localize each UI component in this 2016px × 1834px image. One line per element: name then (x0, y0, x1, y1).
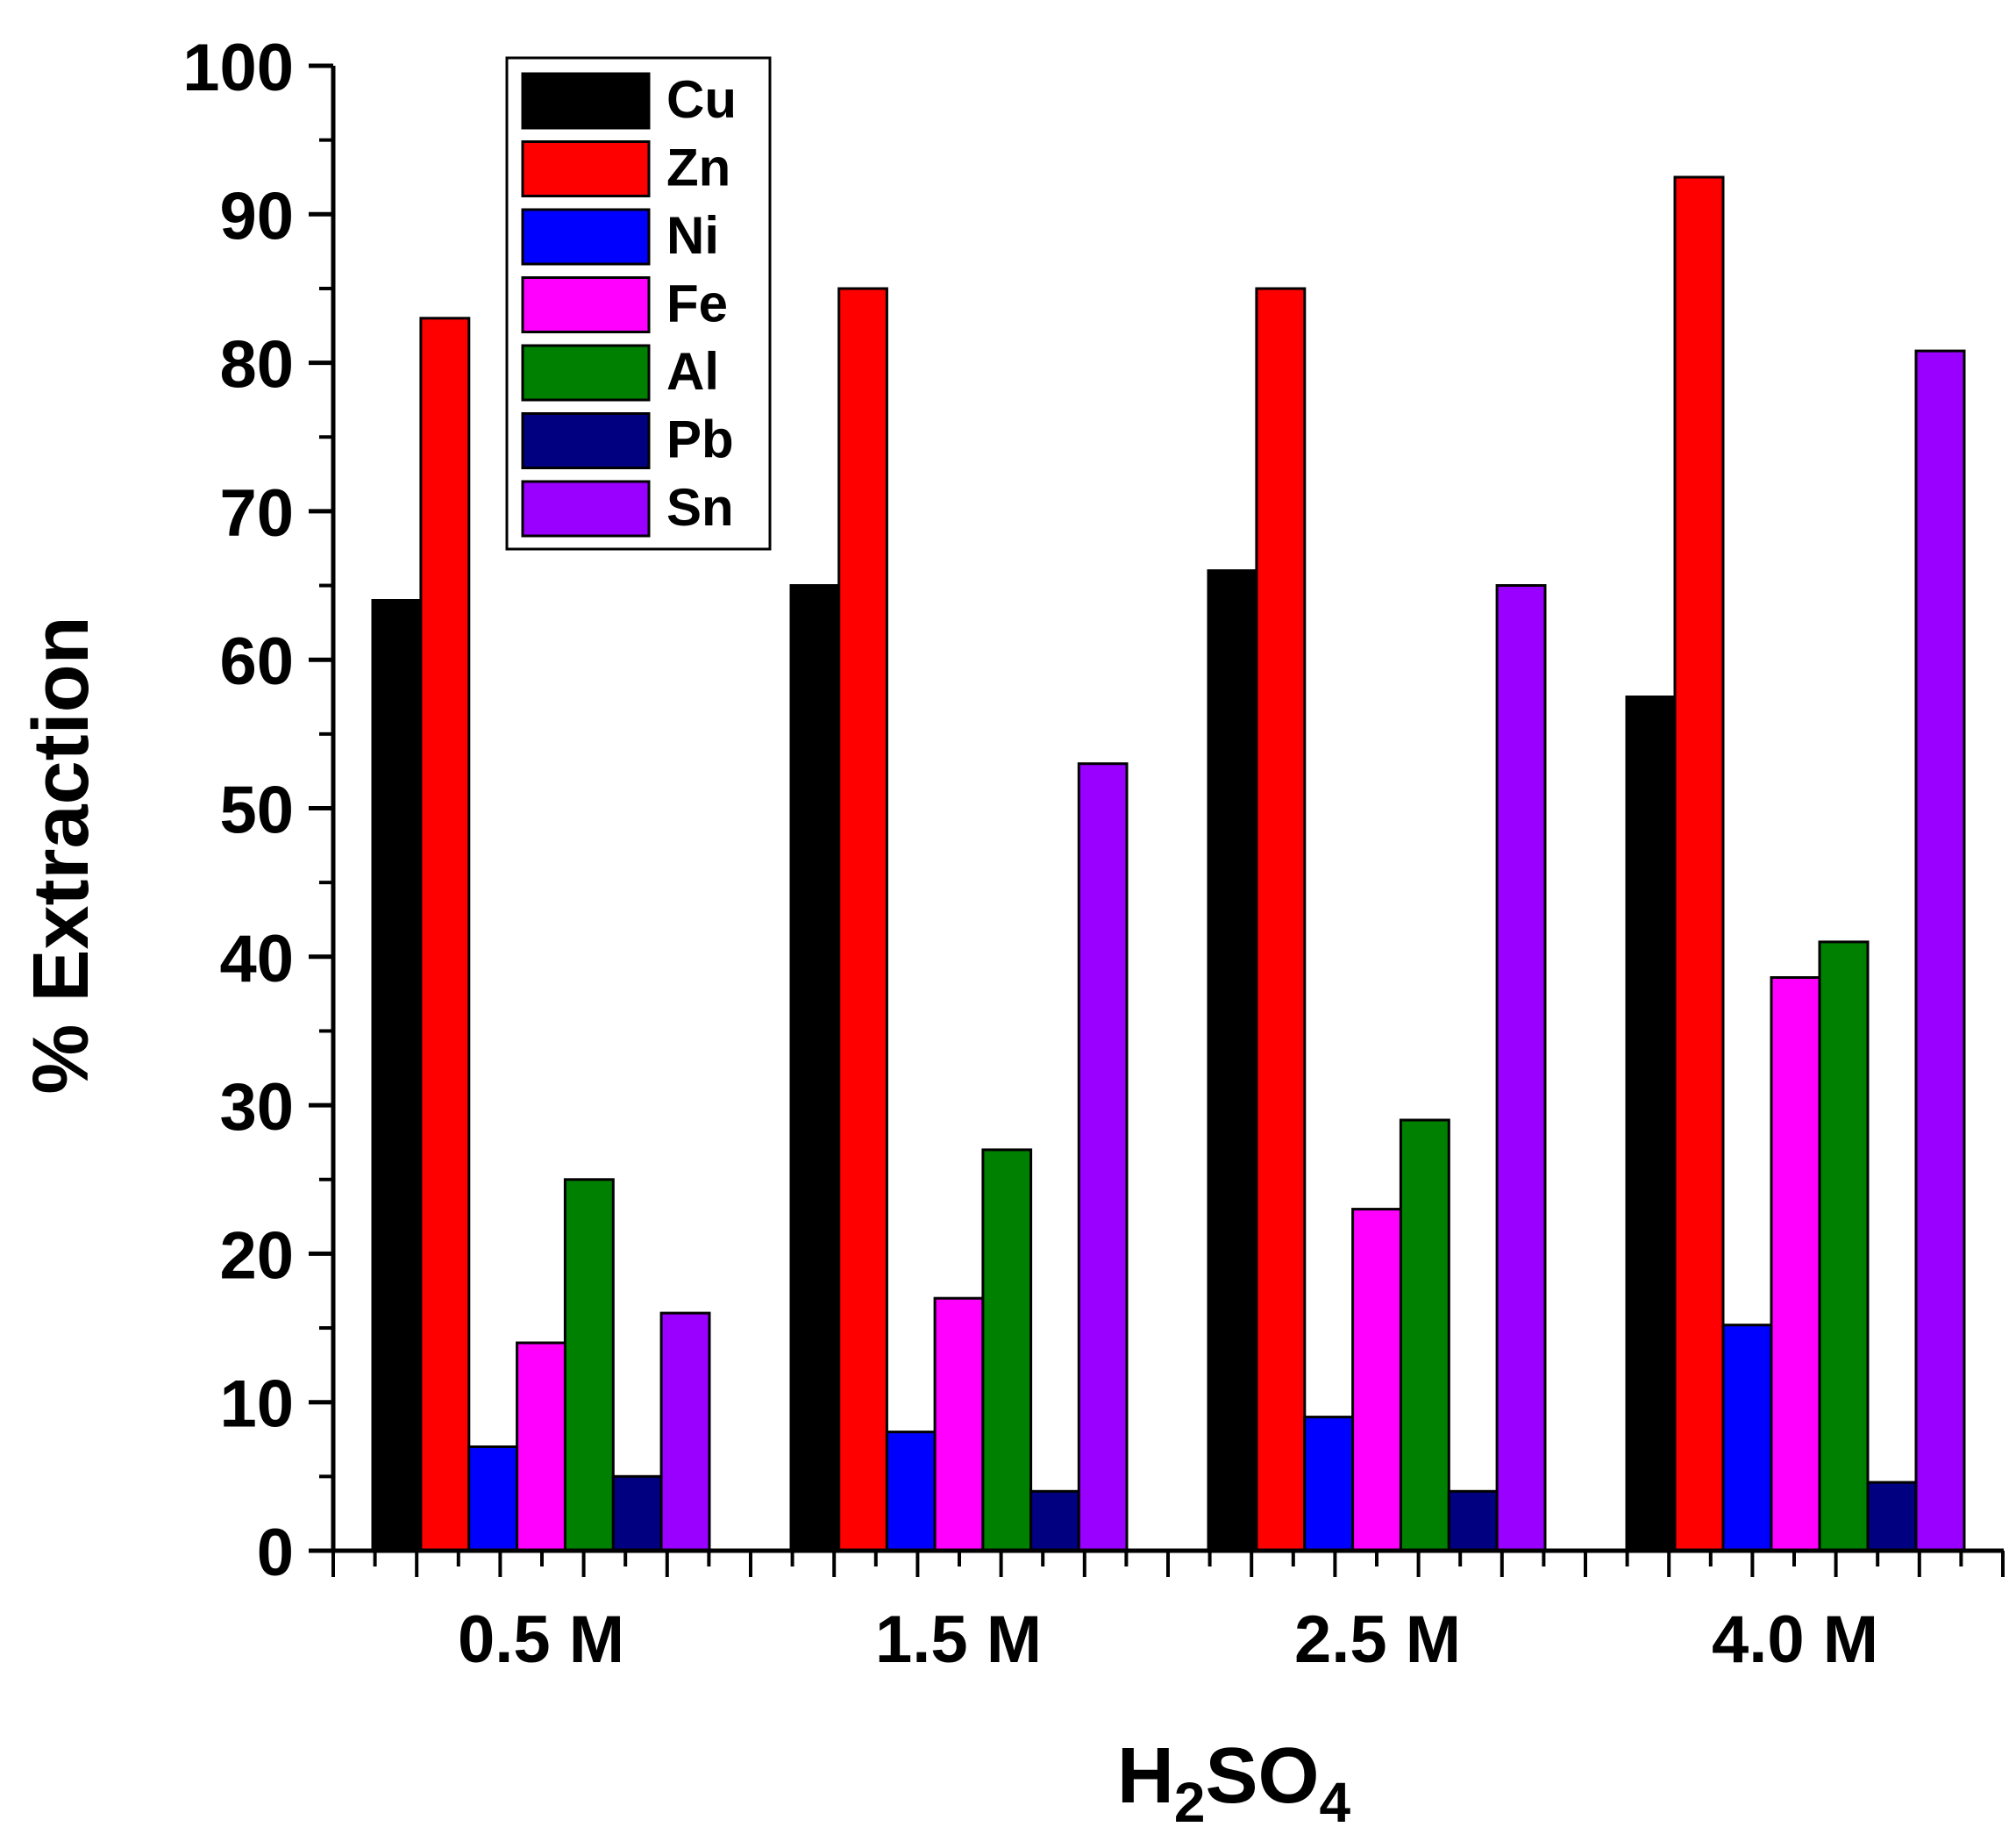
ticks-group: 0 10 20 30 40 50 60 70 80 90 100 0.5 M 1.5 M 2.5 M 4.0… (182, 31, 2005, 1677)
bar-sn-15M (1077, 762, 1129, 1552)
y-tick-label: 70 (219, 476, 294, 551)
legend-label-pb: Pb (666, 410, 734, 469)
bar-al-40M (1818, 940, 1870, 1552)
bar-ni-25M (1303, 1416, 1355, 1552)
legend-swatch-pb (521, 412, 651, 469)
bar-cu-40M (1625, 696, 1677, 1552)
x-axis-label: H2SO4 (1117, 1732, 1351, 1834)
bar-pb-40M (1866, 1481, 1918, 1552)
y-tick-label: 30 (219, 1070, 294, 1145)
bar-ni-40M (1721, 1324, 1773, 1552)
legend-label-ni: Ni (666, 206, 719, 265)
bar-sn-25M (1495, 584, 1547, 1552)
legend-label-fe: Fe (666, 275, 728, 333)
legend-swatch-al (521, 344, 651, 402)
legend-swatch-cu (521, 72, 651, 130)
legend-label-cu: Cu (666, 70, 737, 129)
bar-fe-25M (1351, 1208, 1402, 1552)
y-tick-label: 80 (219, 328, 294, 403)
bar-fe-05M (516, 1341, 566, 1552)
bar-al-25M (1399, 1118, 1450, 1552)
bar-al-15M (981, 1148, 1033, 1552)
bar-ni-05M (467, 1445, 519, 1552)
bar-al-05M (563, 1178, 615, 1552)
y-tick-label: 40 (219, 922, 294, 996)
legend-swatch-sn (521, 480, 651, 538)
bar-ni-15M (885, 1431, 937, 1552)
x-axis-label-base: H (1117, 1732, 1174, 1820)
y-tick-label: 90 (219, 179, 294, 253)
y-tick-label: 0 (257, 1516, 294, 1590)
bar-zn-25M (1255, 287, 1307, 1552)
y-tick-label: 100 (182, 31, 294, 105)
bar-cu-25M (1207, 569, 1258, 1552)
x-tick-label: 1.5 M (875, 1602, 1042, 1677)
bar-cu-15M (789, 584, 841, 1552)
y-tick-label: 60 (219, 624, 294, 699)
x-axis-label-mid: SO (1205, 1732, 1319, 1820)
legend-label-zn: Zn (666, 139, 730, 197)
x-tick-label: 4.0 M (1712, 1602, 1878, 1677)
x-tick-label: 0.5 M (458, 1602, 624, 1677)
x-axis-label-sub2: 4 (1320, 1771, 1351, 1834)
bar-cu-05M (371, 599, 423, 1552)
legend-swatch-ni (521, 208, 651, 266)
legend-label-al: Al (666, 342, 719, 401)
y-tick-label: 50 (219, 774, 294, 848)
y-tick-label: 10 (219, 1367, 294, 1442)
bar-fe-40M (1770, 976, 1821, 1552)
bar-sn-05M (659, 1311, 711, 1552)
x-axis-label-sub1: 2 (1174, 1771, 1206, 1834)
bar-pb-05M (611, 1474, 663, 1552)
x-tick-label: 2.5 M (1294, 1602, 1461, 1677)
bar-fe-15M (933, 1296, 985, 1552)
bar-zn-40M (1673, 175, 1725, 1552)
legend-swatch-zn (521, 140, 651, 197)
legend-label-sn: Sn (666, 478, 734, 537)
bar-zn-15M (837, 287, 888, 1552)
bar-sn-40M (1914, 349, 1966, 1552)
legend: Cu Zn Ni Fe Al Pb Sn (505, 56, 772, 551)
bar-pb-25M (1447, 1489, 1499, 1552)
legend-swatch-fe (521, 276, 651, 333)
bar-pb-15M (1029, 1489, 1080, 1552)
y-axis-label: % Extraction (18, 616, 105, 1094)
y-tick-label: 20 (219, 1218, 294, 1293)
bar-zn-05M (419, 317, 471, 1552)
